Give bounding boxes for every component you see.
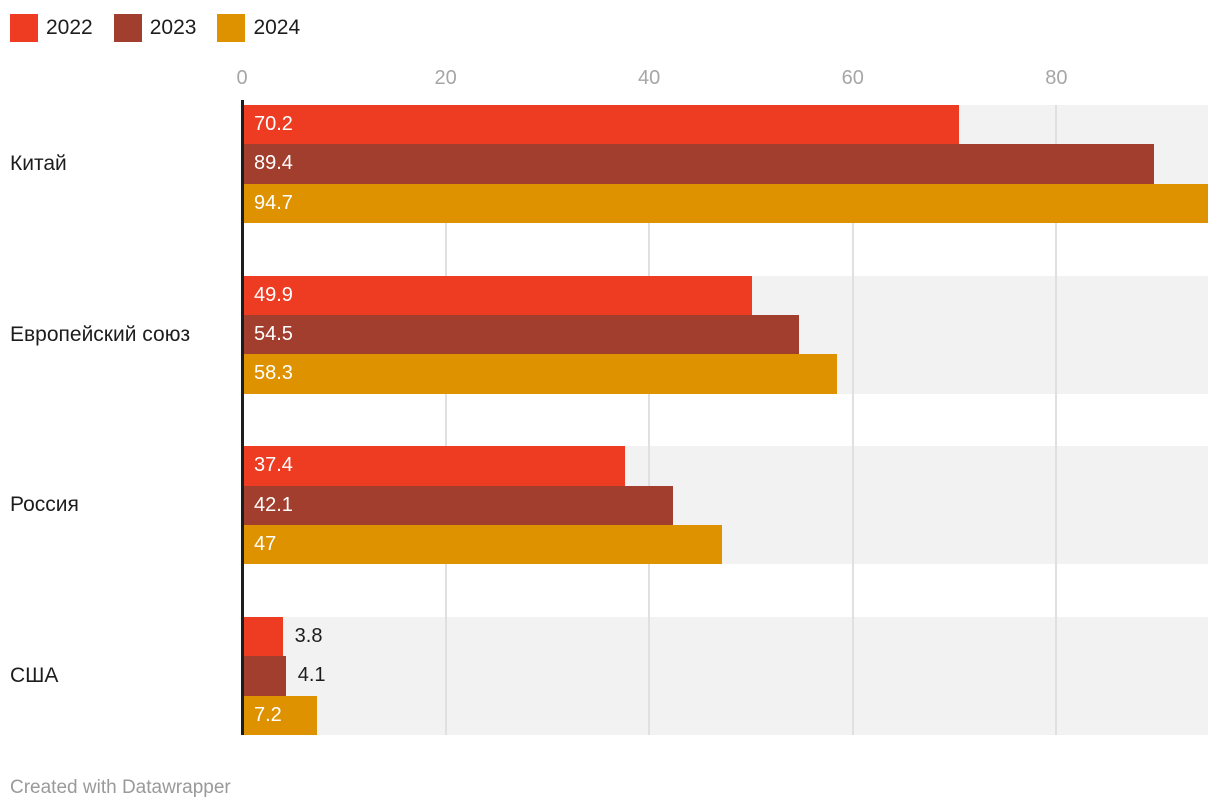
legend-label: 2023 bbox=[149, 16, 197, 39]
bar-2024-1 bbox=[244, 183, 1208, 223]
bar-2023-4 bbox=[244, 656, 286, 696]
legend-swatch-2022 bbox=[10, 14, 38, 42]
category-label-2: Европейский союз bbox=[10, 322, 191, 346]
value-label-2023-1: 89.4 bbox=[254, 152, 293, 175]
gridline-80 bbox=[1055, 105, 1058, 735]
bar-2024-4 bbox=[244, 695, 318, 735]
legend-label: 2022 bbox=[46, 16, 93, 39]
bar-2022-4 bbox=[244, 617, 283, 657]
bar-2024-2 bbox=[244, 354, 838, 394]
value-label-2022-3: 37.4 bbox=[254, 454, 293, 477]
value-label-2024-1: 94.7 bbox=[254, 191, 293, 214]
x-axis-tick-40: 40 bbox=[638, 67, 661, 89]
x-axis-tick-0: 0 bbox=[236, 67, 248, 89]
bar-2022-1 bbox=[244, 105, 959, 145]
value-label-2022-2: 49.9 bbox=[254, 283, 293, 306]
value-label-2023-4: 4.1 bbox=[297, 664, 326, 687]
category-label-1: Китай bbox=[10, 152, 67, 175]
value-label-2023-2: 54.5 bbox=[254, 323, 293, 345]
category-label-3: Россия bbox=[10, 493, 79, 517]
category-label-4: США bbox=[10, 664, 59, 687]
legend-swatch-2023 bbox=[113, 14, 142, 42]
gridline-40 bbox=[648, 105, 651, 735]
value-label-2022-4: 3.8 bbox=[294, 625, 323, 647]
row-band-4 bbox=[244, 617, 1208, 735]
value-label-2024-4: 7.2 bbox=[254, 703, 282, 726]
bar-2023-2 bbox=[244, 315, 799, 355]
legend-label: 2024 bbox=[253, 16, 301, 39]
legend: 2022 2023 2024 bbox=[10, 14, 321, 42]
bar-2024-3 bbox=[244, 525, 723, 565]
x-axis-tick-20: 20 bbox=[434, 67, 457, 89]
y-axis-line bbox=[241, 100, 244, 735]
bar-2023-1 bbox=[244, 144, 1155, 184]
bar-2022-3 bbox=[244, 446, 625, 486]
value-label-2024-3: 47 bbox=[254, 533, 277, 555]
gridline-20 bbox=[444, 105, 447, 735]
x-axis-tick-60: 60 bbox=[841, 67, 864, 89]
legend-item-2022: 2022 bbox=[10, 14, 93, 42]
bar-2023-3 bbox=[244, 485, 673, 525]
value-label-2023-3: 42.1 bbox=[254, 493, 293, 516]
value-label-2022-1: 70.2 bbox=[254, 113, 293, 135]
credit-line: Created with Datawrapper bbox=[10, 777, 231, 798]
x-axis-tick-80: 80 bbox=[1045, 67, 1068, 89]
gridline-60 bbox=[851, 105, 854, 735]
bar-2022-2 bbox=[244, 275, 752, 315]
legend-item-2023: 2023 bbox=[113, 14, 197, 42]
value-label-2024-2: 58.3 bbox=[254, 362, 293, 385]
legend-item-2024: 2024 bbox=[217, 14, 300, 42]
legend-swatch-2024 bbox=[217, 14, 246, 42]
